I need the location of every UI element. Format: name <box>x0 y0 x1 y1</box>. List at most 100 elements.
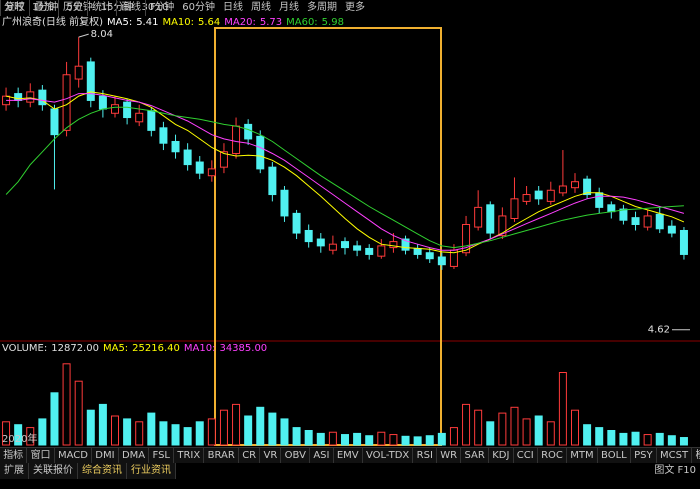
indicator-tab[interactable]: DMI <box>92 448 119 463</box>
indicator-tab[interactable]: WR <box>437 448 462 463</box>
indicator-tab[interactable]: MCST <box>657 448 693 463</box>
volume-bar <box>38 418 47 446</box>
indicator-tab[interactable]: CR <box>239 448 261 463</box>
volume-bar <box>498 412 507 446</box>
volume-bar <box>437 432 446 446</box>
volume-bar <box>244 415 253 446</box>
indicator-tab[interactable]: 窗口 <box>27 448 55 463</box>
indicator-tab[interactable]: KDJ <box>489 448 514 463</box>
candle-body <box>244 123 253 140</box>
candle-body <box>679 229 688 255</box>
candle-body <box>207 168 216 177</box>
candle-body <box>171 140 180 153</box>
ma-value: 5.64 <box>198 17 221 28</box>
volume-bar <box>353 432 362 446</box>
volume-bar <box>667 435 676 446</box>
indicator-tab[interactable]: 指标 <box>0 448 28 463</box>
action-button[interactable]: 画线 <box>116 0 145 16</box>
volume-bar <box>389 434 398 446</box>
indicator-tab[interactable]: ASI <box>310 448 334 463</box>
indicator-tab[interactable]: MACD <box>55 448 93 463</box>
volume-bar <box>98 403 107 446</box>
volume-bar <box>522 418 531 446</box>
extension-tab[interactable]: 综合资讯 <box>78 463 127 479</box>
volume-bar <box>26 427 35 446</box>
action-button[interactable]: 统计 <box>87 0 116 16</box>
candle-body <box>341 241 349 249</box>
volume-bar <box>462 403 471 446</box>
candle-body <box>571 181 579 189</box>
indicator-tab[interactable]: VR <box>260 448 282 463</box>
extension-tab[interactable]: 关联报价 <box>29 463 78 479</box>
period-tab[interactable]: 更多 <box>344 2 365 13</box>
indicator-tab[interactable]: VOL-TDX <box>363 448 414 463</box>
ma-label: MA60: <box>286 17 318 28</box>
candle-body <box>14 93 23 101</box>
indicator-tab[interactable]: PSY <box>631 448 657 463</box>
volume-bar <box>607 430 616 446</box>
ma-label: MA5: <box>106 17 133 28</box>
extension-tab[interactable]: 行业资讯 <box>127 463 176 479</box>
min-label: 4.62 <box>648 325 670 336</box>
candle-body <box>401 238 410 251</box>
volume-bar <box>135 421 144 446</box>
volume-bar <box>643 434 652 446</box>
volume-bar <box>425 435 434 446</box>
stock-title: 广州浪奇(日线 前复权) <box>2 17 103 28</box>
indicator-tab[interactable]: BOLL <box>598 448 631 463</box>
action-button[interactable]: 历史 <box>58 0 87 16</box>
period-tab[interactable]: 60分钟 <box>182 2 215 13</box>
indicator-tab[interactable]: FSL <box>149 448 175 463</box>
indicator-tab[interactable]: ROC <box>538 448 568 463</box>
indicator-tab[interactable]: MTM <box>567 448 598 463</box>
volume-bar <box>486 421 495 446</box>
period-tab[interactable]: 日线 <box>222 2 243 13</box>
indicator-tab[interactable]: CCI <box>514 448 538 463</box>
candle-body <box>353 245 362 251</box>
volume-bar <box>583 424 592 446</box>
volume-bar <box>558 372 567 446</box>
period-tab[interactable]: 5分钟 <box>66 2 93 13</box>
ma-line <box>5 106 684 249</box>
candle-body <box>195 161 204 174</box>
candle-body <box>38 89 47 106</box>
candle-body <box>159 127 168 144</box>
period-tab[interactable]: 1分钟 <box>32 2 59 13</box>
volume-value: 12872.00 <box>51 343 99 354</box>
candle-body <box>316 238 325 247</box>
indicator-tab[interactable]: TRIX <box>174 448 205 463</box>
period-tab[interactable]: 月线 <box>278 2 299 13</box>
candle-body <box>86 61 95 101</box>
volume-bar <box>62 363 71 446</box>
candle-body <box>667 225 676 234</box>
indicator-tab[interactable]: 模板 <box>692 448 700 463</box>
indicator-tab[interactable]: DMA <box>119 448 150 463</box>
max-pointer <box>78 33 89 38</box>
ma-label: MA20: <box>224 17 256 28</box>
indicator-tab[interactable]: EMV <box>334 448 363 463</box>
volume-bar <box>195 421 204 446</box>
period-tab[interactable]: 多周期 <box>306 2 337 13</box>
period-tab[interactable]: 30分钟 <box>141 2 175 13</box>
action-button[interactable]: F10 <box>145 0 172 16</box>
action-button[interactable]: 复权 <box>0 0 29 16</box>
extension-tab[interactable]: 扩展 <box>0 463 29 479</box>
volume-bar <box>2 421 11 446</box>
candle-body <box>413 247 422 255</box>
period-tab[interactable]: 15分钟 <box>100 2 134 13</box>
indicator-tab[interactable]: OBV <box>281 448 311 463</box>
period-tab[interactable]: 分时 <box>4 2 24 13</box>
highlight-box <box>214 27 442 446</box>
volume-bar <box>256 406 265 446</box>
candle-body <box>377 245 386 257</box>
candle-body <box>74 65 83 80</box>
candle-body <box>292 212 301 234</box>
volume-bar <box>619 432 628 446</box>
action-button[interactable]: 叠加 <box>29 0 58 16</box>
candle-body <box>462 223 471 254</box>
indicator-tab[interactable]: RSI <box>413 448 438 463</box>
candle-body <box>425 252 434 260</box>
indicator-tab[interactable]: BRAR <box>204 448 239 463</box>
indicator-tab[interactable]: SAR <box>461 448 490 463</box>
period-tab[interactable]: 周线 <box>250 2 271 13</box>
